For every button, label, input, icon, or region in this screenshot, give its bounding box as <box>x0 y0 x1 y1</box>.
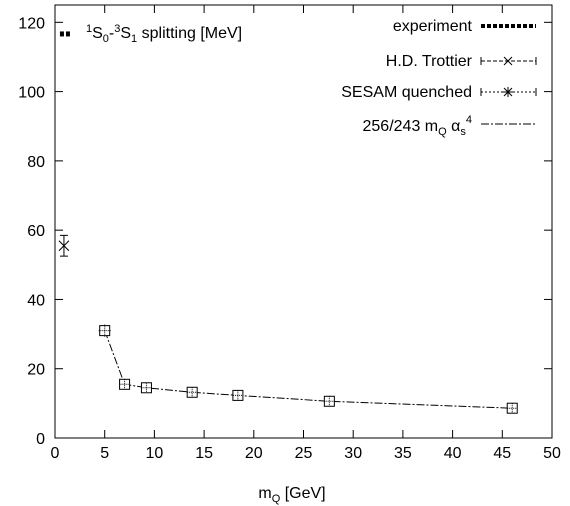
y-tick-label: 100 <box>18 85 45 102</box>
x-tick-label: 0 <box>51 445 60 462</box>
y-tick-label: 80 <box>27 154 45 171</box>
x-tick-label: 15 <box>195 445 213 462</box>
x-tick-label: 25 <box>295 445 313 462</box>
legend-label-experiment: experiment <box>393 18 473 35</box>
x-axis-label: mQ [GeV] <box>258 485 325 505</box>
x-tick-label: 35 <box>394 445 412 462</box>
x-tick-label: 10 <box>146 445 164 462</box>
legend-marker-trottier <box>503 56 513 66</box>
data-point-trottier <box>58 240 70 252</box>
x-tick-label: 40 <box>444 445 462 462</box>
x-tick-label: 45 <box>493 445 511 462</box>
y-tick-label: 120 <box>18 15 45 32</box>
y-tick-label: 60 <box>27 223 45 240</box>
data-point-inner-formula <box>99 325 110 336</box>
data-point-inner-formula <box>141 382 152 393</box>
x-tick-label: 20 <box>245 445 263 462</box>
x-tick-label: 30 <box>344 445 362 462</box>
inset-label: 1S0-3S1 splitting [MeV] <box>86 23 242 45</box>
legend-label-sesam: SESAM quenched <box>341 84 472 101</box>
legend-label-trottier: H.D. Trottier <box>386 53 473 70</box>
y-tick-label: 20 <box>27 362 45 379</box>
y-tick-label: 40 <box>27 292 45 309</box>
x-tick-label: 5 <box>100 445 109 462</box>
data-point-experiment <box>59 31 64 37</box>
x-tick-label: 50 <box>543 445 561 462</box>
plot-frame <box>54 4 553 439</box>
series-line-formula <box>104 330 513 409</box>
legend-marker-sesam <box>503 87 513 97</box>
data-point-inner-formula <box>507 403 518 414</box>
data-point-inner-formula <box>119 379 130 390</box>
y-tick-label: 0 <box>36 431 45 448</box>
data-point-inner-formula <box>187 387 198 398</box>
legend-label-formula: 256/243 mQ αs4 <box>363 114 473 138</box>
data-point-inner-formula <box>324 396 335 407</box>
legend: experiment H.D. Trottier SESAM quenched … <box>341 18 537 138</box>
data-point-inner-formula <box>232 390 243 401</box>
data-point-experiment <box>65 31 70 37</box>
